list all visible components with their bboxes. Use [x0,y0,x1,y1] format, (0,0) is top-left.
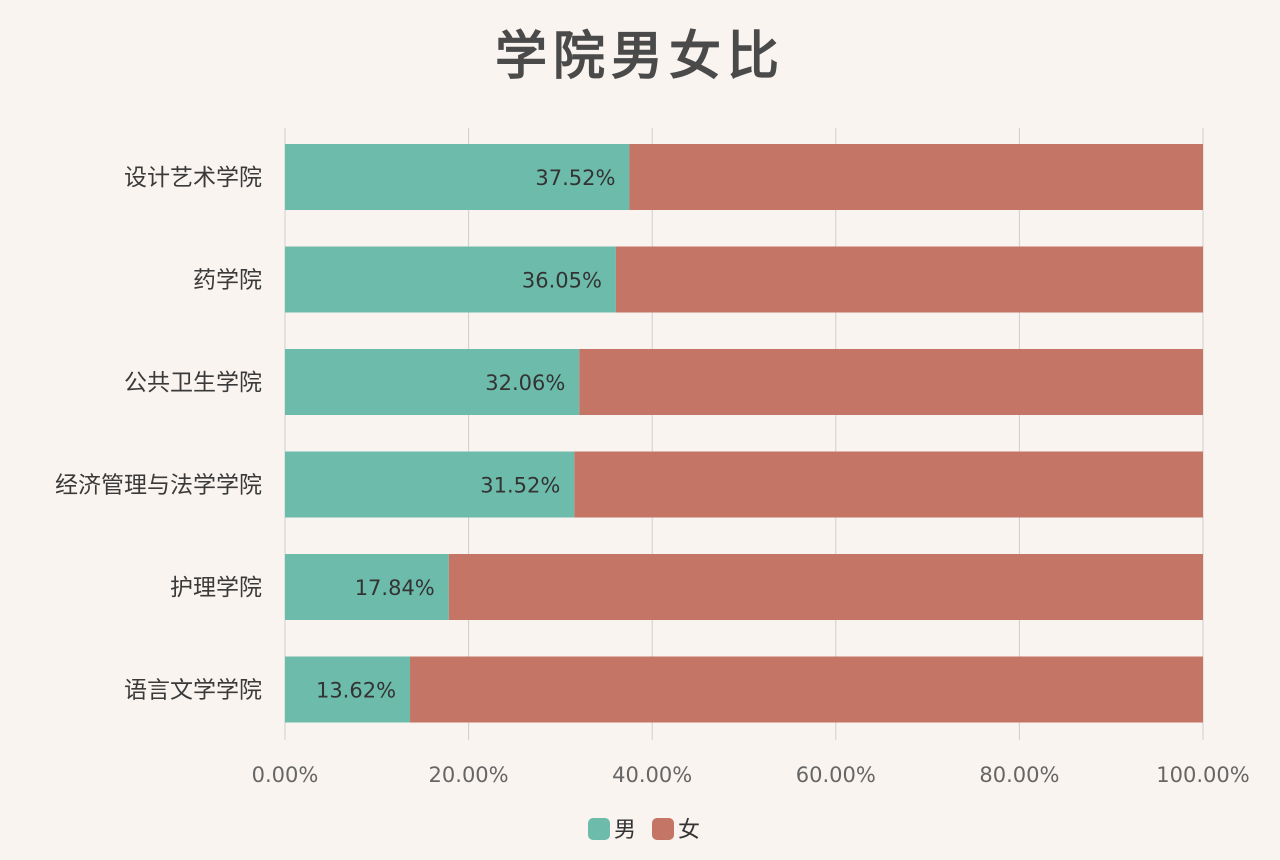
category-label: 经济管理与法学学院 [55,473,262,499]
bar-female [579,349,1203,415]
chart-title: 学院男女比 [494,27,785,87]
legend-label: 女 [678,818,700,843]
bar-female [410,656,1203,723]
category-label: 语言文学学院 [124,678,262,704]
bar-female [629,144,1203,210]
legend: 男女 [588,818,700,843]
data-label: 37.52% [535,166,615,190]
category-label: 公共卫生学院 [124,370,262,396]
gridlines [284,128,1204,740]
bar-female [615,246,1203,313]
bar-male [285,656,411,723]
bar-female [448,554,1203,620]
x-tick-label: 100.00% [1156,763,1249,787]
bar-male [285,349,580,415]
category-label: 设计艺术学院 [124,165,262,191]
x-tick-label: 40.00% [612,763,692,787]
data-label: 13.62% [316,679,396,703]
data-label: 17.84% [355,576,435,600]
x-tick-label: 20.00% [429,763,509,787]
legend-label: 男 [614,818,636,843]
bar-female [574,451,1203,518]
legend-swatch-female [652,818,674,840]
category-label: 药学院 [193,268,262,294]
data-label: 32.06% [485,371,565,395]
data-label: 31.52% [480,474,560,498]
category-label: 护理学院 [170,575,262,601]
bar-male [285,554,449,620]
x-tick-label: 60.00% [796,763,876,787]
bars: 37.52% 36.05% 32.06% 31.52% 17.84% 13.62% [285,144,1203,723]
bar-male [285,246,616,313]
bar-male [285,144,630,210]
x-tick-label: 0.00% [252,763,319,787]
x-tick-label: 80.00% [979,763,1059,787]
data-label: 36.05% [522,269,602,293]
x-tick-labels: 0.00% 20.00% 40.00% 60.00% 80.00% 100.00% [252,763,1250,787]
legend-swatch-male [588,818,610,840]
bar-male [285,451,575,518]
